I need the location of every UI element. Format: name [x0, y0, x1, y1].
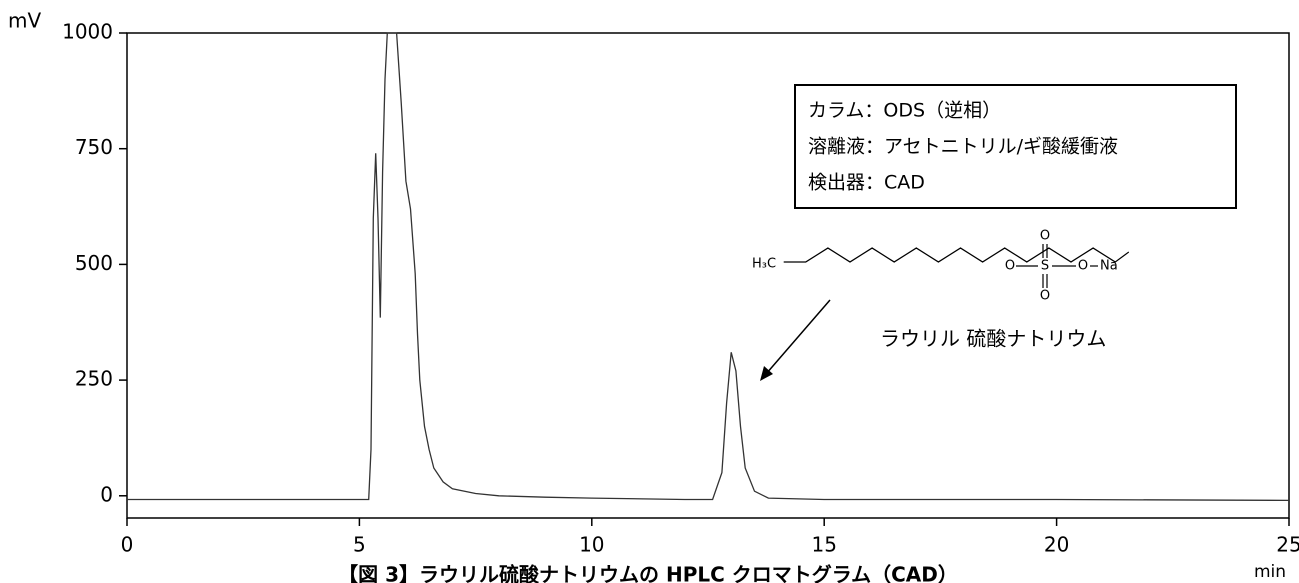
atom: Na — [1100, 259, 1118, 274]
caption: 【図 3】ラウリル硫酸ナトリウムの HPLC クロマトグラム（CAD） — [338, 563, 958, 583]
arrow-head — [760, 366, 773, 381]
atom: O — [1040, 289, 1050, 304]
info-box-frame — [794, 84, 1237, 209]
x-tick-label: 10 — [579, 533, 604, 557]
atom: O — [1005, 259, 1015, 274]
info-line: 検出器：CAD — [808, 172, 925, 194]
peak-label: ラウリル 硫酸ナトリウム — [880, 327, 1106, 351]
x-tick-label: 0 — [121, 533, 134, 557]
x-tick-label: 20 — [1044, 533, 1069, 557]
x-unit: min — [1254, 562, 1286, 582]
plot-frame — [126, 32, 1290, 519]
x-tick-label: 5 — [353, 533, 366, 557]
structure-atoms: H₃C O S O O O Na — [752, 229, 1118, 304]
atom: O — [1078, 259, 1088, 274]
y-tick-label: 1000 — [62, 20, 113, 44]
info-box: カラム：ODS（逆相） 溶離液：アセトニトリル/ギ酸緩衝液 検出器：CAD — [794, 84, 1237, 209]
atom: S — [1041, 259, 1049, 274]
x-tick-label: 25 — [1276, 533, 1299, 557]
y-tick-label: 0 — [100, 482, 113, 506]
atom: O — [1040, 229, 1050, 244]
y-tick-label: 500 — [75, 251, 113, 275]
info-line: カラム：ODS（逆相） — [808, 100, 1001, 122]
y-unit: mV — [8, 9, 41, 33]
structure-bonds — [1016, 244, 1098, 288]
atom: H₃C — [752, 257, 776, 272]
structure — [783, 247, 1130, 263]
trace — [127, 32, 1290, 502]
y-tick-label: 750 — [75, 135, 113, 159]
carbon-chain — [783, 247, 1130, 263]
info-line: 溶離液：アセトニトリル/ギ酸緩衝液 — [808, 136, 1118, 158]
arrow — [765, 299, 831, 375]
y-tick-label: 250 — [75, 367, 113, 391]
x-tick-label: 15 — [811, 533, 836, 557]
